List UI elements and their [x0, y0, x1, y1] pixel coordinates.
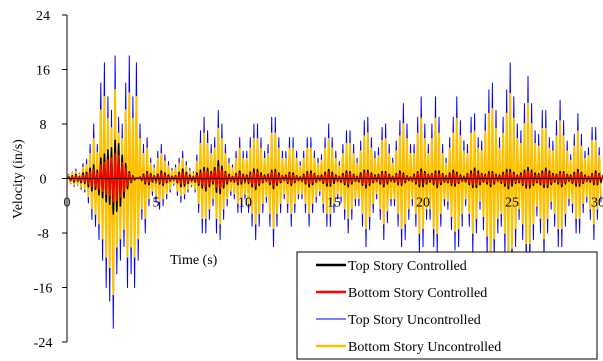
legend-label: Bottom Story Uncontrolled — [348, 340, 501, 355]
ticks-layer: 24 16 8 0 -8 -16 -24 0 5 10 15 20 25 30 — [34, 9, 603, 351]
x-tick-label: 0 — [64, 196, 71, 211]
x-tick-label: 15 — [327, 196, 341, 211]
y-tick-label: 24 — [36, 9, 50, 24]
x-tick-label: 25 — [505, 196, 519, 211]
legend-items: Top Story Controlled Bottom Story Control… — [316, 259, 501, 355]
x-tick-label: 20 — [416, 196, 430, 211]
y-tick-label: 16 — [36, 64, 50, 79]
y-tick-label: -8 — [37, 227, 49, 242]
x-axis-title: Time (s) — [170, 253, 218, 268]
y-axis-title: Velocity (in/s) — [11, 139, 26, 219]
legend-box — [296, 251, 598, 360]
legend-label: Top Story Uncontrolled — [348, 313, 481, 328]
legend: Top Story Controlled Bottom Story Control… — [296, 251, 598, 360]
series-line-bottom-story-controlled — [66, 152, 603, 203]
x-tick-label: 5 — [153, 196, 160, 211]
y-tick-label: 0 — [40, 173, 47, 188]
x-tick-label: 30 — [591, 196, 603, 211]
legend-label: Bottom Story Controlled — [348, 286, 487, 301]
y-tick-label: -16 — [34, 282, 53, 297]
x-tick-label: 10 — [238, 196, 252, 211]
y-tick-label: -24 — [34, 336, 53, 351]
series-line-bottom-story-uncontrolled — [66, 88, 602, 296]
y-tick-label: 8 — [40, 118, 47, 133]
legend-label: Top Story Controlled — [348, 259, 467, 274]
